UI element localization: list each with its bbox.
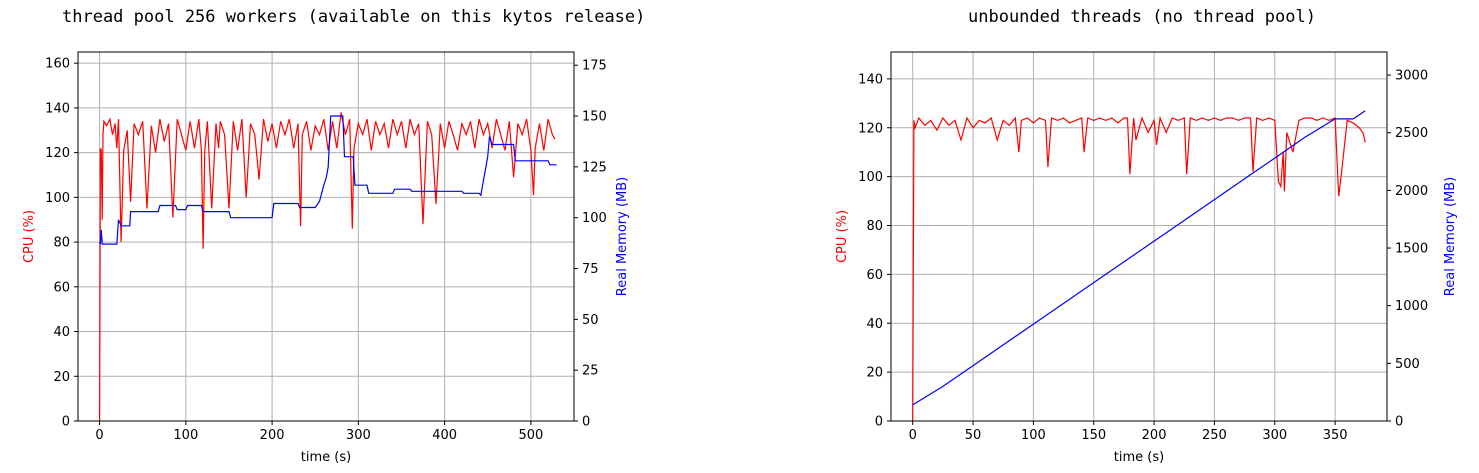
y-right-tick-label: 175 [582,59,607,74]
x-tick-label: 500 [518,428,543,443]
x-axis-label: time (s) [301,450,351,465]
y-tick-label: 0 [62,415,70,430]
y-axis-label-cpu: CPU (%) [22,210,37,263]
y-right-tick-label: 125 [582,160,607,175]
cpu-series-line [99,112,556,422]
y-tick-label: 0 [875,415,883,430]
y-tick-label: 20 [866,366,883,381]
y-tick-label: 20 [53,370,70,385]
y-right-tick-label: 1500 [1395,242,1428,257]
y-tick-label: 100 [858,170,883,185]
y-right-tick-label: 3000 [1395,69,1428,84]
x-tick-label: 50 [965,428,982,443]
cpu-series-line [912,115,1366,422]
y-tick-label: 60 [866,268,883,283]
x-tick-label: 400 [432,428,457,443]
chart-0: 0 100 200 300 400 500 0 20 40 60 80 100 120 140 160 0 25… [22,51,630,465]
memory-series-line [912,110,1366,406]
x-tick-label: 250 [1202,428,1227,443]
y-right-tick-label: 500 [1395,357,1420,372]
y-axis-label-cpu: CPU (%) [835,210,850,263]
chart-title-right: unbounded threads (no thread pool) [968,7,1316,27]
y-tick-label: 60 [53,280,70,295]
x-tick-label: 300 [1262,428,1287,443]
y-right-tick-label: 100 [582,211,607,226]
x-tick-label: 100 [1021,428,1046,443]
y-right-tick-label: 0 [1395,415,1403,430]
y-tick-label: 140 [45,101,70,116]
plot-frame [890,51,1388,422]
y-right-tick-label: 50 [582,313,599,328]
y-tick-label: 120 [858,121,883,136]
y-right-tick-label: 25 [582,364,599,379]
y-right-tick-label: 2000 [1395,184,1428,199]
y-tick-label: 100 [45,191,70,206]
x-tick-label: 300 [346,428,371,443]
y-tick-label: 140 [858,72,883,87]
x-tick-label: 100 [173,428,198,443]
y-tick-label: 80 [53,236,70,251]
memory-series-line [99,115,557,245]
y-tick-label: 160 [45,57,70,72]
chart-1: 0 50 100 150 200 250 300 350 0 20 40 60 80 100 120 140 0… [835,51,1458,465]
y-axis-label-memory: Real Memory (MB) [615,177,630,296]
x-tick-label: 0 [909,428,917,443]
y-axis-label-memory: Real Memory (MB) [1443,177,1458,296]
plot-frame [77,51,575,422]
x-tick-label: 150 [1081,428,1106,443]
x-tick-label: 200 [260,428,285,443]
y-right-tick-label: 2500 [1395,126,1428,141]
y-tick-label: 120 [45,146,70,161]
y-right-tick-label: 1000 [1395,299,1428,314]
y-tick-label: 80 [866,219,883,234]
y-right-tick-label: 0 [582,415,590,430]
y-tick-label: 40 [866,317,883,332]
y-right-tick-label: 75 [582,262,599,277]
y-right-tick-label: 150 [582,110,607,125]
x-tick-label: 350 [1323,428,1348,443]
x-tick-label: 200 [1142,428,1167,443]
y-tick-label: 40 [53,325,70,340]
x-axis-label: time (s) [1114,450,1164,465]
x-tick-label: 0 [95,428,103,443]
chart-title-left: thread pool 256 workers (available on th… [62,7,646,27]
